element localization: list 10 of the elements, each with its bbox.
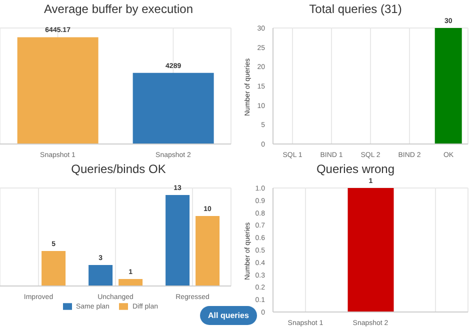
chart-title: Queries/binds OK	[70, 161, 167, 178]
chart-title: Queries wrong	[315, 161, 396, 178]
bar	[118, 279, 143, 286]
all-queries-button: All queries	[200, 306, 257, 325]
bar	[166, 195, 190, 286]
chart-title: Total queries (31)	[308, 1, 403, 18]
bar	[196, 216, 220, 286]
chart-title: Average buffer by execution	[43, 1, 194, 18]
bar	[88, 265, 113, 286]
bar	[42, 251, 66, 286]
